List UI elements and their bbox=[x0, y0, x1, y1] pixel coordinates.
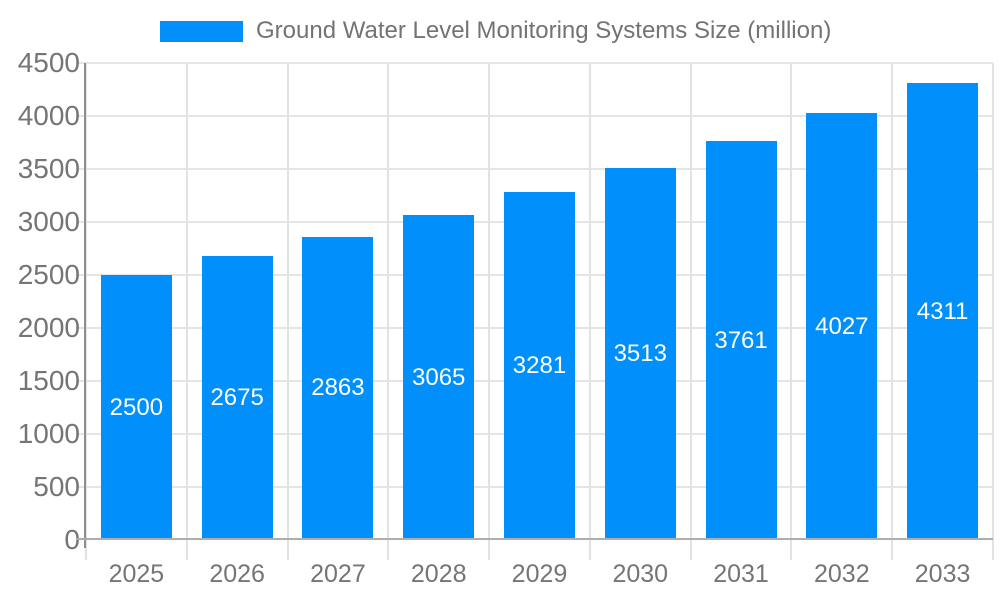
bar bbox=[504, 192, 575, 540]
bar bbox=[806, 113, 878, 540]
legend-swatch bbox=[160, 20, 243, 42]
x-tick-label: 2032 bbox=[814, 560, 870, 588]
v-gridline bbox=[85, 63, 87, 560]
bar-value-label: 3513 bbox=[613, 339, 667, 367]
bar-value-label: 2863 bbox=[311, 374, 365, 402]
bar bbox=[403, 215, 475, 540]
x-tick-label: 2033 bbox=[914, 560, 971, 588]
y-tick-label: 4500 bbox=[17, 47, 80, 78]
y-tick-label: 500 bbox=[33, 471, 80, 502]
x-tick-label: 2026 bbox=[209, 560, 265, 588]
bar bbox=[100, 275, 172, 540]
y-tick-label: 2000 bbox=[17, 312, 80, 343]
legend: Ground Water Level Monitoring Systems Si… bbox=[160, 17, 831, 45]
x-tick-label: 2028 bbox=[410, 560, 467, 588]
y-tick-label: 2500 bbox=[17, 259, 80, 290]
v-gridline bbox=[790, 63, 793, 560]
bar-value-label: 2500 bbox=[109, 393, 164, 421]
y-tick-label: 3500 bbox=[17, 153, 80, 184]
v-gridline bbox=[891, 63, 894, 560]
y-tick-label: 0 bbox=[64, 524, 80, 555]
v-gridline bbox=[286, 63, 289, 560]
x-tick-label: 2027 bbox=[310, 560, 366, 588]
x-tick-label: 2029 bbox=[511, 560, 568, 588]
x-tick-label: 2030 bbox=[612, 560, 669, 588]
v-gridline bbox=[185, 63, 188, 560]
y-axis-line bbox=[84, 63, 86, 548]
h-gridline bbox=[76, 62, 993, 64]
v-gridline bbox=[588, 63, 591, 560]
y-tick-label: 3000 bbox=[17, 206, 80, 237]
v-gridline bbox=[387, 63, 390, 560]
bar-value-label: 3281 bbox=[512, 352, 567, 380]
bar bbox=[907, 83, 979, 540]
x-tick-label: 2031 bbox=[713, 560, 769, 588]
x-axis-line bbox=[76, 538, 993, 540]
y-tick-label: 1000 bbox=[17, 418, 80, 449]
legend-label: Ground Water Level Monitoring Systems Si… bbox=[256, 17, 832, 44]
bar-value-label: 2675 bbox=[210, 384, 264, 412]
bar bbox=[705, 141, 777, 540]
bar bbox=[201, 256, 273, 540]
bar-value-label: 3065 bbox=[412, 363, 466, 391]
bar-value-label: 4027 bbox=[815, 312, 869, 340]
h-gridline bbox=[76, 115, 993, 117]
plot-area: 0 500 1000 1500 2000 2500 3000 3500 4000 4500 2500… bbox=[18, 48, 994, 588]
y-tick-label: 4000 bbox=[17, 100, 80, 131]
h-gridline bbox=[76, 168, 993, 170]
bar bbox=[604, 167, 676, 540]
v-gridline bbox=[488, 63, 491, 560]
y-tick-label: 1500 bbox=[17, 365, 80, 396]
v-gridline bbox=[689, 63, 692, 560]
bar-value-label: 4311 bbox=[916, 297, 969, 325]
bar-value-label: 3761 bbox=[714, 326, 768, 354]
bar bbox=[302, 236, 374, 540]
x-tick-label: 2025 bbox=[108, 560, 165, 588]
v-gridline bbox=[992, 63, 994, 560]
